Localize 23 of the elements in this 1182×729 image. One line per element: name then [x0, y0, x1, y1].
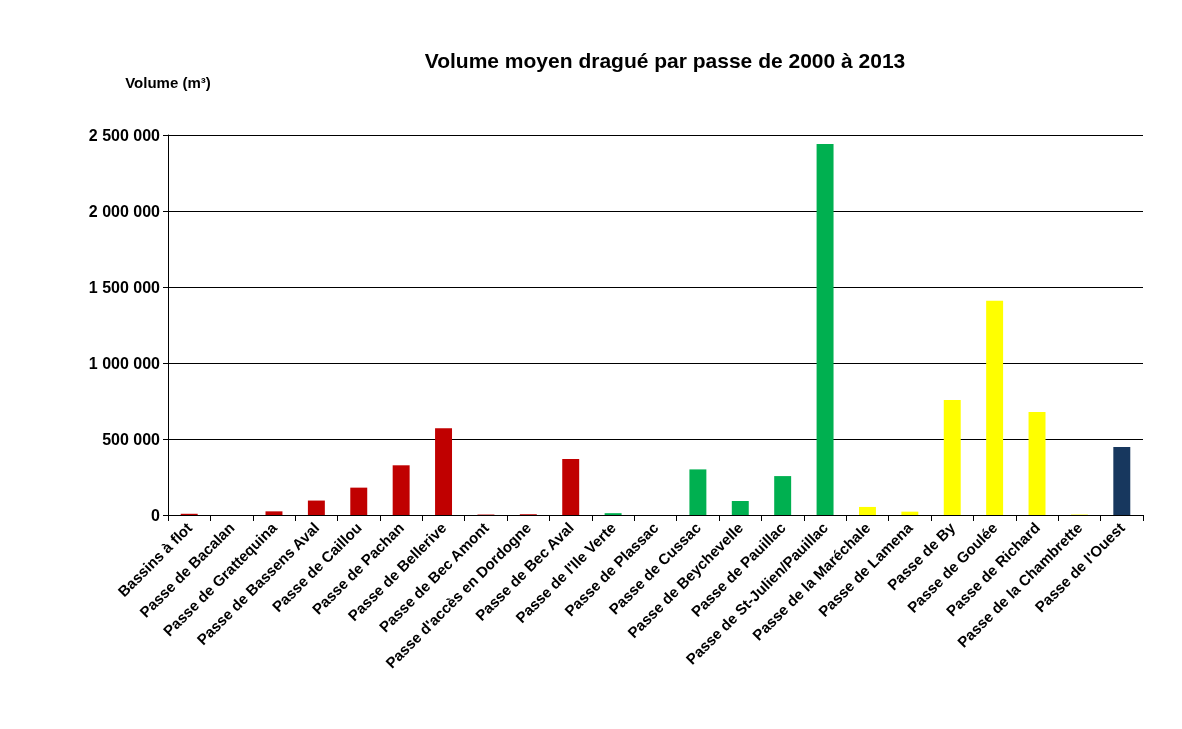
y-tick-label: 500 000 [102, 430, 161, 448]
bar [774, 476, 792, 515]
bar [986, 300, 1004, 515]
y-tick-label: 1 500 000 [88, 278, 161, 296]
y-tick-label: 2 000 000 [88, 202, 161, 220]
y-axis-title: Volume (m³) [125, 74, 211, 91]
bar [1113, 447, 1131, 515]
y-tick-label: 1 000 000 [88, 354, 161, 372]
bar [392, 465, 410, 515]
bar [858, 506, 876, 515]
bar [307, 500, 325, 515]
bar [265, 511, 283, 515]
bar [1028, 411, 1046, 515]
bar [350, 487, 368, 515]
bar [943, 399, 961, 515]
chart-title: Volume moyen dragué par passe de 2000 à 2013 [424, 49, 906, 72]
bar [731, 501, 749, 515]
bar [816, 144, 834, 515]
bar [435, 428, 453, 515]
bar [562, 459, 580, 515]
y-tick-label: 2 500 000 [88, 126, 161, 144]
bar [689, 469, 707, 515]
y-tick-label: 0 [151, 506, 161, 524]
